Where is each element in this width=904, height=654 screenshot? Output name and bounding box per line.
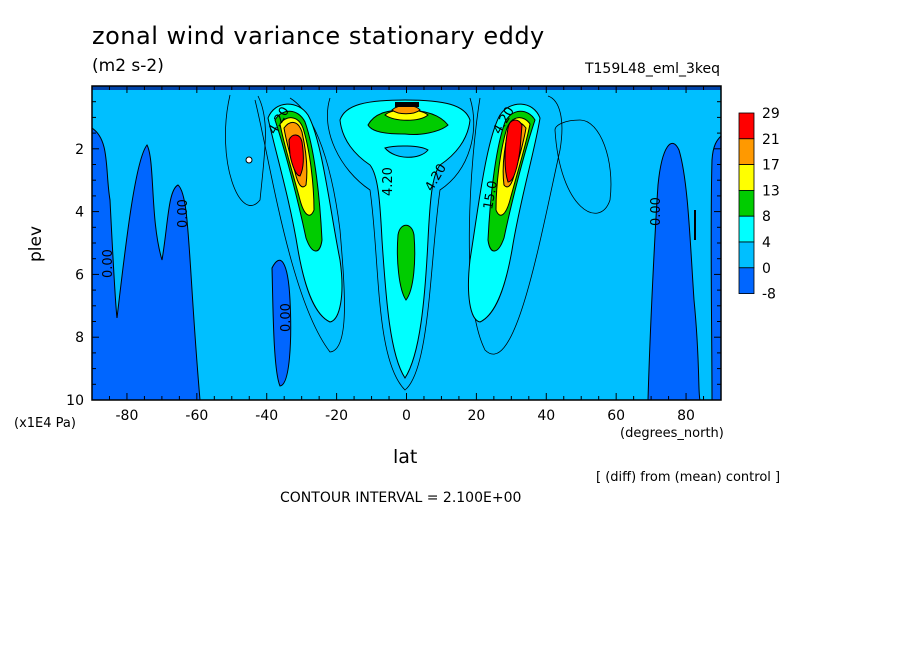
colorbar-label: 17: [762, 158, 780, 174]
contour-small-loop: [245, 156, 253, 164]
x-units-label: (degrees_north): [620, 426, 724, 441]
y-scale-label: (x1E4 Pa): [14, 416, 76, 431]
colorbar-swatch: [738, 267, 755, 294]
colorbar-swatch: [738, 215, 755, 243]
contour-label-nh-jet: 15.0: [481, 180, 501, 211]
sh-jet-red: [288, 134, 304, 177]
chart-units: (m2 s-2): [92, 56, 164, 76]
x-axis-label: lat: [393, 446, 418, 468]
colorbar-swatch: [738, 112, 755, 140]
x-tick-label: 60: [607, 408, 625, 424]
colorbar-swatch: [738, 241, 755, 269]
y-tick-labels: 2 4 6 8 10: [66, 142, 84, 409]
colorbar-label: 13: [762, 183, 780, 199]
contour-label-eq-left: 4.20: [381, 167, 396, 196]
contour-thin-1: [225, 94, 266, 206]
colorbar-label: -8: [762, 287, 776, 303]
y-tick-label: 2: [75, 142, 84, 158]
equatorial-column-green: [396, 224, 416, 301]
x-tick-label: -80: [116, 408, 139, 424]
colorbar-label: 29: [762, 106, 780, 122]
nh-jet-red: [504, 119, 523, 183]
run-label: T159L48_eml_3keq: [584, 61, 720, 77]
contour-thin-2: [254, 97, 345, 353]
plot-field: [92, 86, 721, 400]
equatorial-upper-dense: [395, 102, 419, 107]
y-tick-label: 6: [75, 267, 84, 283]
nh-polar-low: [647, 143, 701, 400]
colorbar-label: 8: [762, 209, 771, 225]
y-tick-label: 8: [75, 330, 84, 346]
y-tick-label: 10: [66, 393, 84, 409]
contour-label-sh-midlat: 0.00: [279, 303, 294, 332]
x-tick-labels: -80 -60 -40 -20 0 20 40 60 80: [116, 408, 695, 424]
sh-polar-low: [92, 127, 201, 400]
colorbar-swatch: [738, 138, 755, 166]
axis-ticks: [91, 85, 722, 401]
colorbar: 29 21 17 13 8 4 0 -8: [738, 106, 780, 303]
contour-label-nh-polar: 0.00: [649, 197, 664, 226]
x-tick-label: -40: [255, 408, 278, 424]
colorbar-label: 4: [762, 235, 771, 251]
x-tick-label: 80: [677, 408, 695, 424]
contour-label-sh-subpolar: 0.00: [176, 199, 191, 228]
contour-label-sh-polar: 0.00: [101, 249, 116, 278]
x-tick-label: -60: [185, 408, 208, 424]
contour-thin-3: [468, 95, 563, 355]
colorbar-swatch: [738, 189, 755, 217]
x-tick-label: 40: [537, 408, 555, 424]
y-tick-label: 4: [75, 205, 84, 221]
colorbar-label: 0: [762, 261, 771, 277]
footer-note: [ (diff) from (mean) control ]: [596, 470, 781, 485]
nh-edge-low: [710, 135, 721, 400]
contour-thin-5: [327, 97, 475, 391]
sh-midlat-low: [271, 259, 292, 387]
contour-thin-4: [554, 119, 612, 214]
x-tick-label: -20: [325, 408, 348, 424]
contour-interval: CONTOUR INTERVAL = 2.100E+00: [280, 490, 522, 506]
x-tick-label: 20: [467, 408, 485, 424]
colorbar-swatch: [738, 164, 755, 191]
colorbar-label: 21: [762, 132, 780, 148]
chart-title: zonal wind variance stationary eddy: [92, 22, 545, 50]
x-tick-label: 0: [402, 408, 411, 424]
